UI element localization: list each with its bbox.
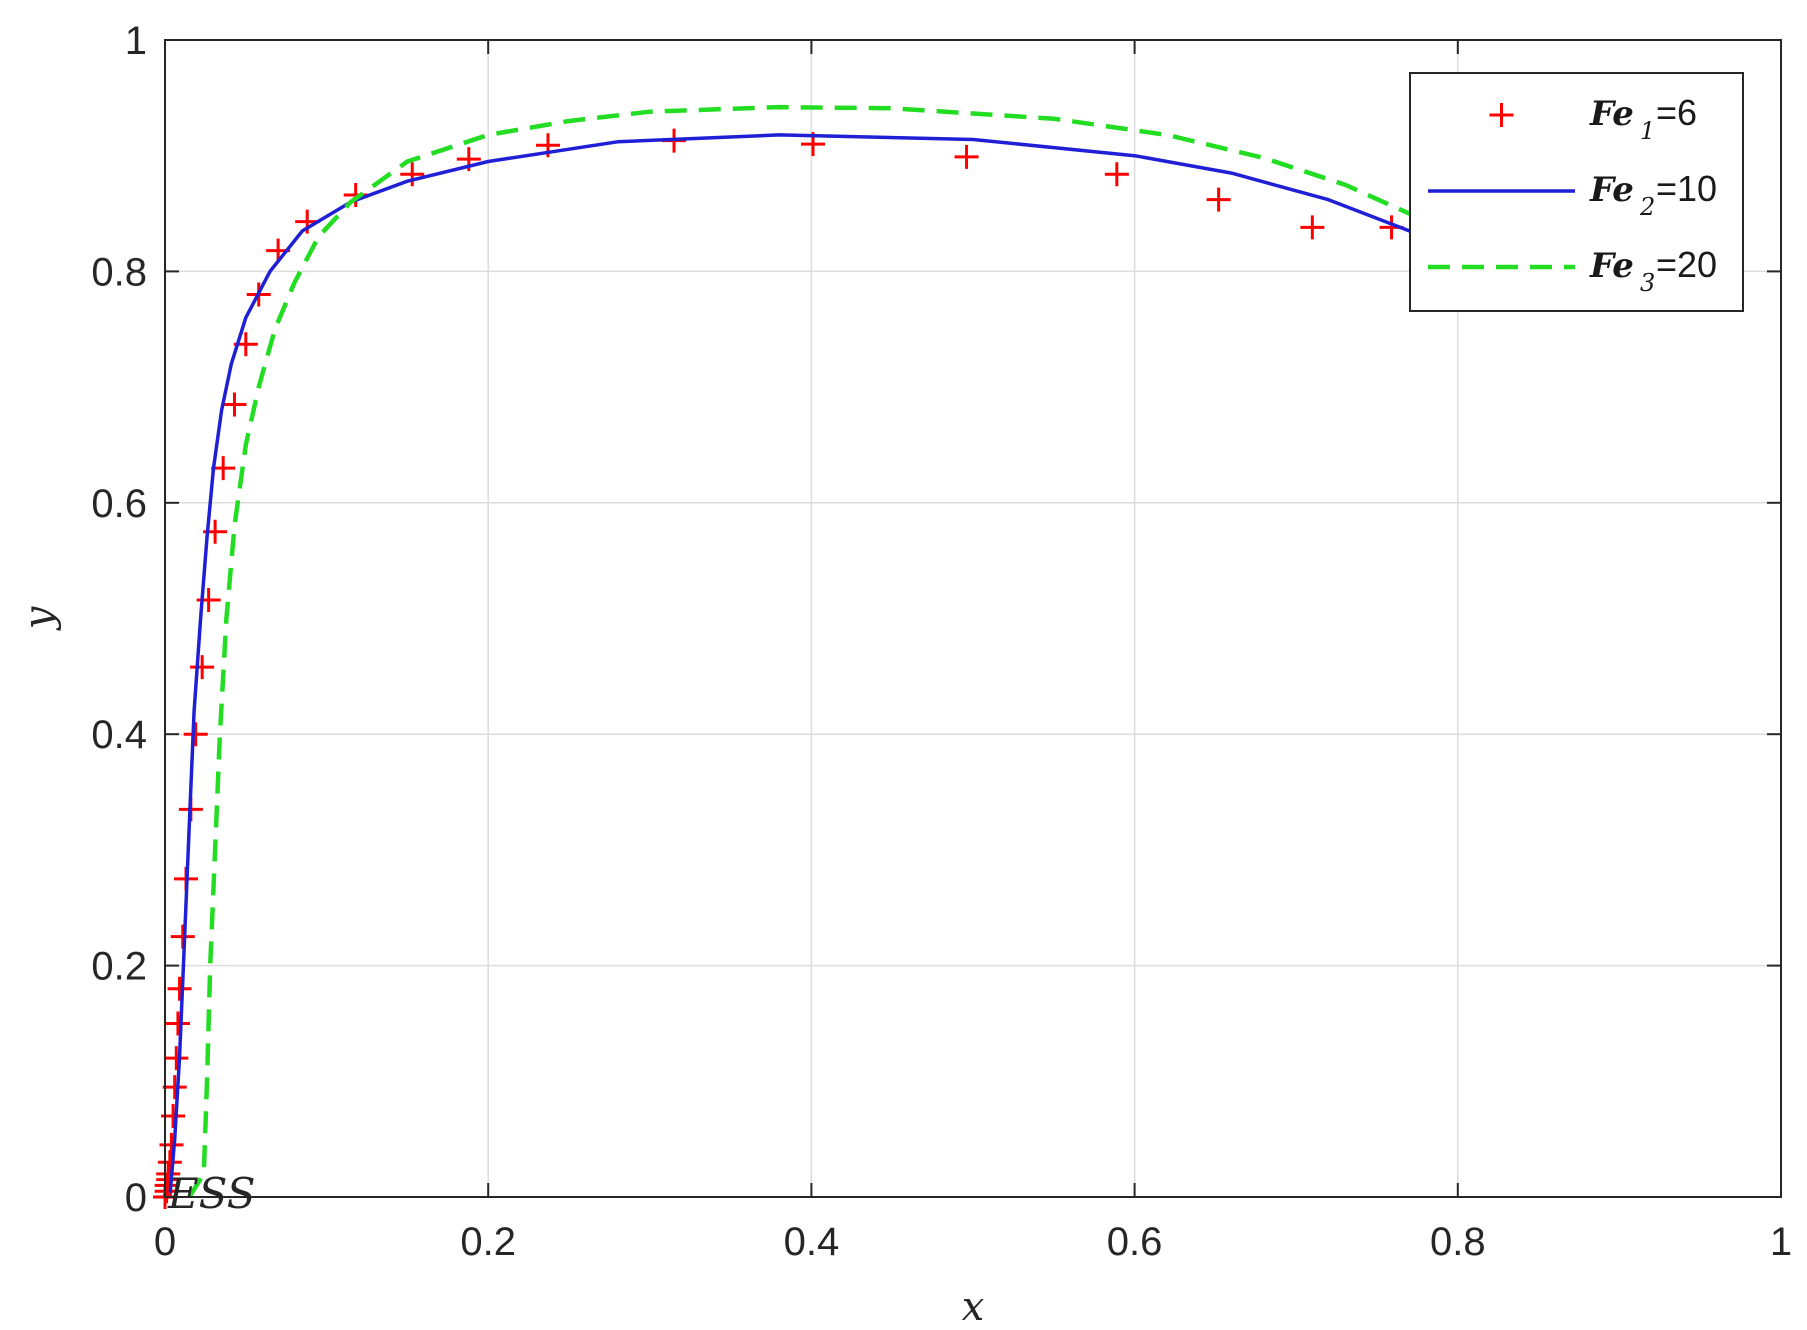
x-tick-label: 1 xyxy=(1770,1220,1792,1264)
data-point xyxy=(165,1011,190,1036)
x-axis-label: x xyxy=(962,1284,985,1330)
legend-label-value: =20 xyxy=(1656,244,1717,285)
y-tick-label: 0.8 xyxy=(91,250,147,294)
x-tick-label: 0.2 xyxy=(460,1220,516,1264)
y-tick-labels: 0 0.2 0.4 0.6 0.8 1 xyxy=(91,19,147,1220)
y-tick-label: 0.2 xyxy=(91,945,147,989)
y-tick-label: 0.6 xyxy=(91,482,147,526)
y-axis-label: y xyxy=(16,605,62,631)
legend-label-prefix: Fe xyxy=(1589,246,1634,286)
legend-label-prefix: Fe xyxy=(1589,94,1634,134)
data-point xyxy=(954,144,979,169)
data-point xyxy=(190,655,215,680)
x-tick-label: 0.8 xyxy=(1430,1220,1486,1264)
data-point xyxy=(1300,215,1325,240)
legend-swatch-marker xyxy=(1489,103,1514,127)
ticks xyxy=(164,39,1782,1198)
x-tick-label: 0 xyxy=(154,1220,176,1264)
data-point xyxy=(164,1046,189,1071)
legend-label-value: =10 xyxy=(1656,168,1717,209)
x-tick-label: 0.6 xyxy=(1107,1220,1163,1264)
plot-frame xyxy=(164,39,1782,1198)
legend-label-value: =6 xyxy=(1656,92,1697,133)
x-tick-labels: 0 0.2 0.4 0.6 0.8 1 xyxy=(154,1220,1792,1264)
series-line-2 xyxy=(168,133,1420,1198)
x-tick-label: 0.4 xyxy=(784,1220,840,1264)
ess-annotation: ESS xyxy=(167,1169,255,1218)
series-layer xyxy=(153,104,1443,1209)
legend-label-subscript: 2 xyxy=(1639,193,1655,221)
data-point xyxy=(156,1161,181,1186)
legend-label-subscript: 1 xyxy=(1640,117,1655,145)
y-tick-label: 0 xyxy=(125,1176,147,1220)
data-point xyxy=(167,976,192,1001)
data-point xyxy=(1104,162,1129,187)
data-point xyxy=(162,1075,187,1100)
legend-label-subscript: 3 xyxy=(1640,269,1655,297)
y-tick-label: 0.4 xyxy=(91,713,147,757)
data-point xyxy=(183,722,208,747)
y-tick-label: 1 xyxy=(125,19,147,63)
data-point xyxy=(1206,187,1231,212)
data-point xyxy=(159,1132,184,1157)
data-point xyxy=(157,1150,182,1175)
data-point xyxy=(222,392,247,417)
data-point xyxy=(400,162,425,187)
legend-label-prefix: Fe xyxy=(1589,170,1634,210)
series-line-3 xyxy=(187,104,1443,1199)
